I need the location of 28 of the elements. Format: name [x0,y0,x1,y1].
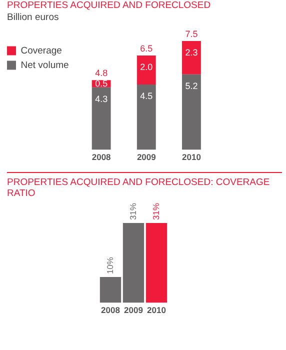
bar [182,74,201,150]
chart-title: PROPERTIES ACQUIRED AND FORECLOSED: COVERAGE RATIO [7,177,271,199]
bar [136,84,156,150]
data-label: 2.3 [185,47,198,58]
bar [182,41,201,74]
data-label: 31% [150,202,161,220]
chart-subtitle: Billion euros [7,12,60,23]
data-label: 0.5 [95,78,108,88]
x-tick-label: 2008 [101,305,120,316]
x-tick-label: 2009 [124,305,144,316]
chart-title: PROPERTIES ACQUIRED AND FORECLOSED [7,0,212,11]
data-label: 2.0 [140,62,153,72]
data-label: 4.3 [95,94,108,104]
x-tick-label: 2010 [147,305,166,316]
x-tick-label: 2009 [136,152,156,162]
legend-label: Coverage [20,45,62,56]
total-label: 6.5 [140,43,153,54]
legend-label: Net volume [20,60,69,71]
total-label: 4.8 [95,68,108,78]
data-label: 4.5 [140,91,153,102]
data-label: 10% [104,256,115,274]
total-label: 7.5 [185,28,198,39]
data-label: 5.2 [185,80,198,91]
x-tick-label: 2008 [92,152,112,162]
x-tick-label: 2010 [182,152,202,162]
data-label: 31% [128,202,138,220]
bar [136,56,156,85]
bar [92,87,111,150]
